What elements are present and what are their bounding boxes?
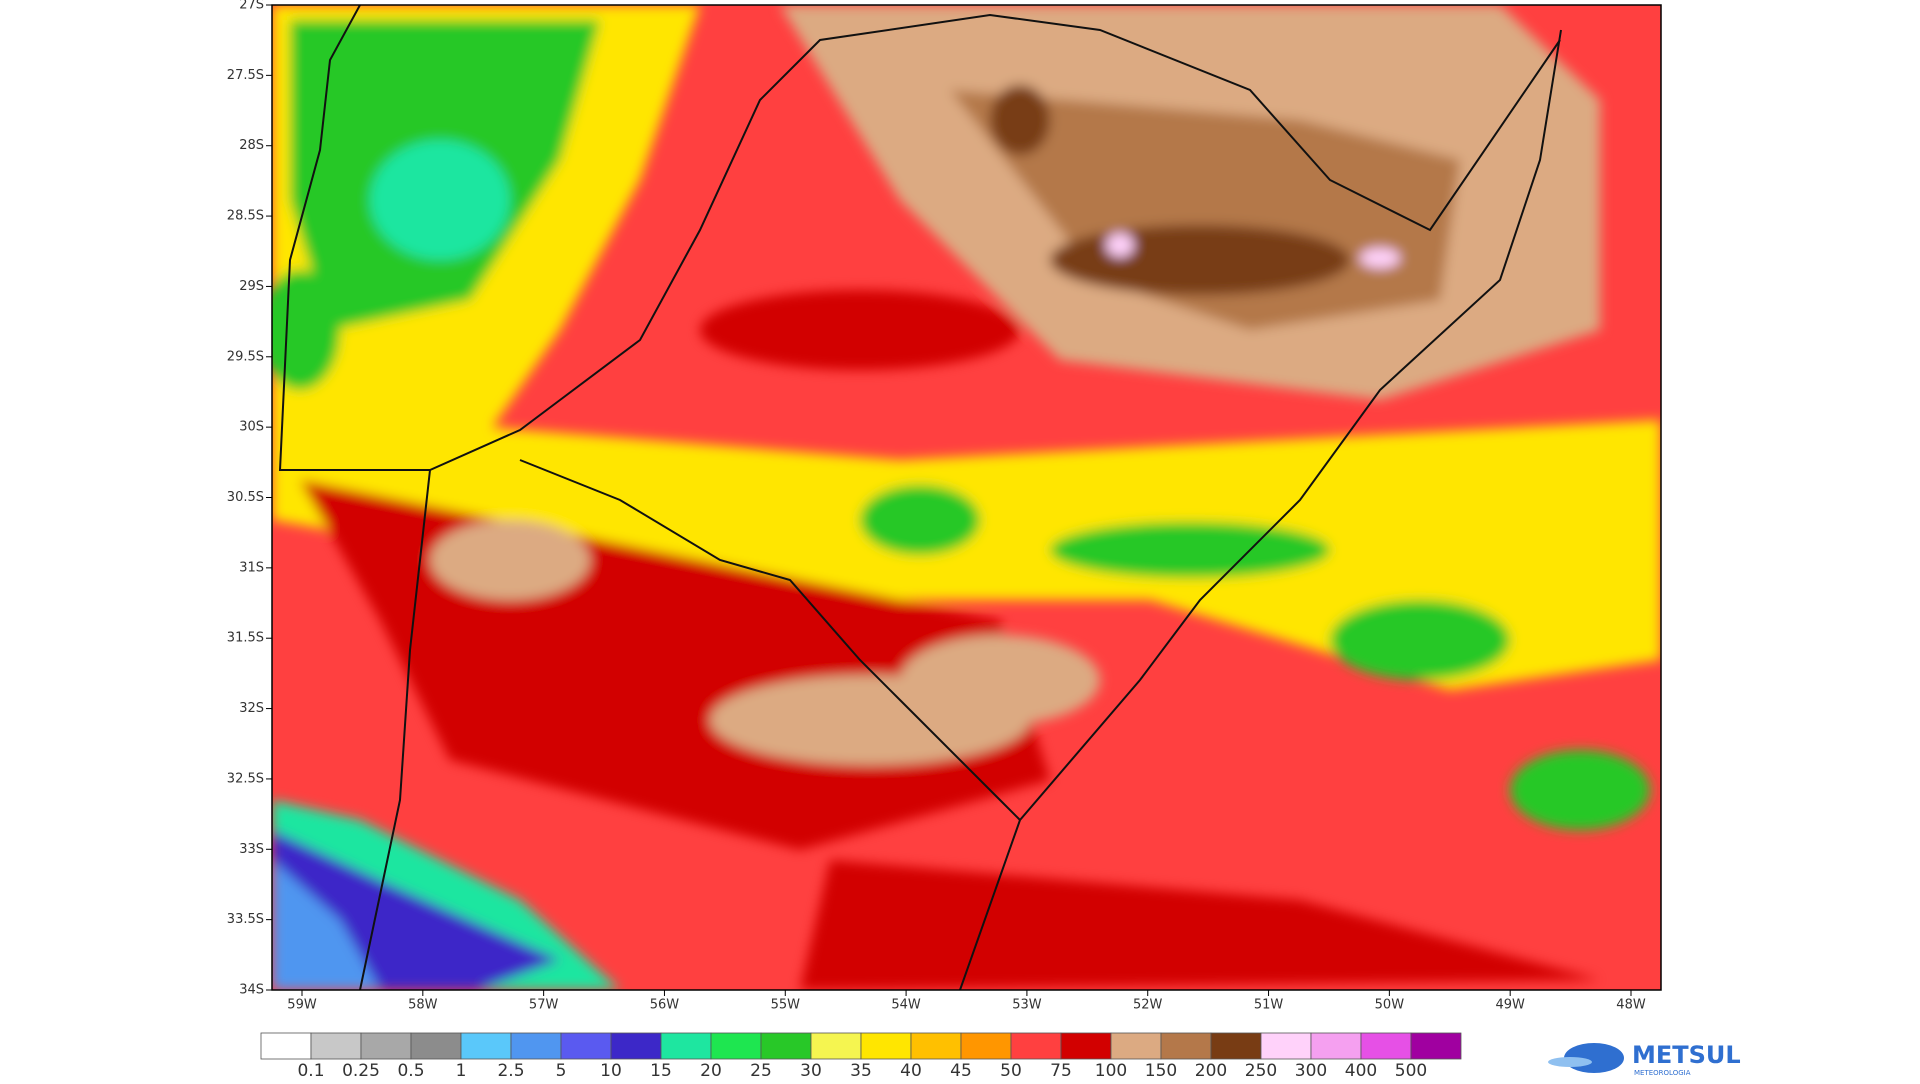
- legend-swatch: [1410, 1032, 1462, 1060]
- legend-swatch: [960, 1032, 1012, 1060]
- legend-swatch: [760, 1032, 812, 1060]
- legend-label: 200: [1195, 1061, 1227, 1080]
- legend-label: 2.5: [497, 1061, 524, 1080]
- lat-label: 31.5S: [227, 631, 264, 646]
- lat-label: 31S: [239, 560, 264, 575]
- legend-swatch: [260, 1032, 312, 1060]
- lat-label: 32.5S: [227, 771, 264, 786]
- lon-label: 55W: [771, 998, 801, 1013]
- legend-swatch: [910, 1032, 962, 1060]
- legend-label: 75: [1050, 1061, 1072, 1080]
- legend-label: 45: [950, 1061, 972, 1080]
- lat-label: 33S: [239, 842, 264, 857]
- legend-label: 0.5: [397, 1061, 424, 1080]
- legend-swatch: [1160, 1032, 1212, 1060]
- legend-label: 1: [456, 1061, 467, 1080]
- legend-swatch: [860, 1032, 912, 1060]
- lon-label: 48W: [1616, 998, 1646, 1013]
- legend-swatch: [1310, 1032, 1362, 1060]
- legend-swatch: [560, 1032, 612, 1060]
- legend-label: 35: [850, 1061, 872, 1080]
- legend-label: 500: [1395, 1061, 1427, 1080]
- lon-label: 51W: [1254, 998, 1284, 1013]
- lat-label: 29.5S: [227, 349, 264, 364]
- legend-swatch: [1110, 1032, 1162, 1060]
- lon-label: 58W: [408, 998, 438, 1013]
- borders: [278, 5, 1562, 990]
- legend-swatch: [1210, 1032, 1262, 1060]
- lat-label: 29S: [239, 279, 264, 294]
- logo: METSUL METEOROLOGIA: [1548, 1041, 1741, 1077]
- lon-label: 53W: [1012, 998, 1042, 1013]
- legend-swatch: [510, 1032, 562, 1060]
- legend-swatch: [710, 1032, 762, 1060]
- legend-swatch: [310, 1032, 362, 1060]
- lat-label: 30S: [239, 420, 264, 435]
- legend-swatch: [360, 1032, 412, 1060]
- legend-swatch: [660, 1032, 712, 1060]
- lat-label: 27S: [239, 0, 264, 13]
- legend-swatch: [1060, 1032, 1112, 1060]
- legend-label: 40: [900, 1061, 922, 1080]
- logo-name: METSUL: [1632, 1041, 1741, 1069]
- logo-subtitle: METEOROLOGIA: [1634, 1069, 1691, 1077]
- legend-label: 30: [800, 1061, 822, 1080]
- legend-label: 25: [750, 1061, 772, 1080]
- legend-label: 20: [700, 1061, 722, 1080]
- lat-label: 28S: [239, 138, 264, 153]
- legend: 0.1 0.25 0.5 1 2.5 5 10 15 20 25 30 35 40 45 50 75 100 15…: [260, 1032, 1462, 1081]
- lat-label: 30.5S: [227, 490, 264, 505]
- lon-label: 50W: [1375, 998, 1405, 1013]
- legend-label: 250: [1245, 1061, 1277, 1080]
- lon-label: 56W: [650, 998, 680, 1013]
- legend-label: 5: [556, 1061, 567, 1080]
- legend-label: 10: [600, 1061, 622, 1080]
- legend-swatch: [810, 1032, 862, 1060]
- lon-label: 49W: [1495, 998, 1525, 1013]
- lon-label: 54W: [891, 998, 921, 1013]
- legend-swatch: [610, 1032, 662, 1060]
- lat-label: 28.5S: [227, 209, 264, 224]
- legend-swatch: [1360, 1032, 1412, 1060]
- legend-label: 150: [1145, 1061, 1177, 1080]
- legend-label: 100: [1095, 1061, 1127, 1080]
- legend-swatch: [460, 1032, 512, 1060]
- lat-label: 34S: [239, 983, 264, 998]
- legend-swatch: [1010, 1032, 1062, 1060]
- legend-label: 400: [1345, 1061, 1377, 1080]
- lat-label: 32S: [239, 701, 264, 716]
- lon-label: 52W: [1133, 998, 1163, 1013]
- legend-label: 300: [1295, 1061, 1327, 1080]
- legend-swatch: [410, 1032, 462, 1060]
- legend-label: 0.1: [297, 1061, 324, 1080]
- lat-label: 27.5S: [227, 68, 264, 83]
- legend-swatch: [1260, 1032, 1312, 1060]
- lon-label: 59W: [287, 998, 317, 1013]
- lat-label: 33.5S: [227, 912, 264, 927]
- legend-label: 0.25: [342, 1061, 380, 1080]
- lon-label: 57W: [529, 998, 559, 1013]
- legend-label: 50: [1000, 1061, 1022, 1080]
- precipitation-field: [272, 5, 1661, 990]
- legend-label: 15: [650, 1061, 672, 1080]
